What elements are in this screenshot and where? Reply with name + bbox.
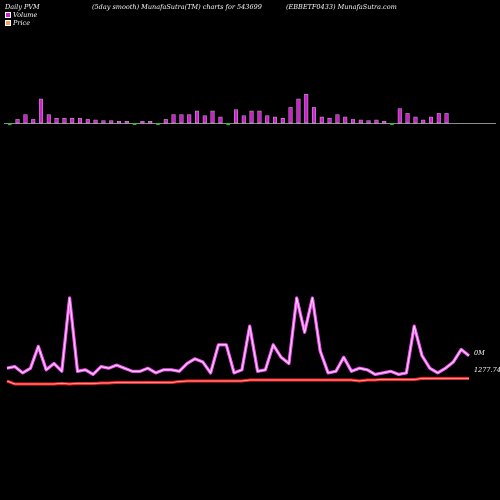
volume-bar (15, 119, 20, 124)
volume-bar (280, 118, 285, 124)
volume-bar (234, 109, 238, 124)
volume-bar (39, 98, 43, 124)
chart-header-right: (EBBETF0433) MunafaSutra.com (286, 3, 397, 11)
volume-bar (226, 123, 230, 126)
volume-bar (343, 116, 348, 124)
volume-bar (202, 115, 207, 124)
price-line (6, 378, 469, 385)
volume-bar (78, 118, 82, 124)
volume-bar (132, 123, 137, 125)
volume-bar (241, 115, 246, 124)
volume-bar (249, 110, 254, 124)
volume-bar (156, 123, 160, 125)
volume-bar (31, 119, 36, 124)
volume-bar (444, 113, 449, 124)
volume-bar (109, 120, 114, 124)
volume-bar (124, 121, 129, 124)
volume-bar (296, 98, 301, 124)
volume-bar (85, 119, 90, 124)
volume-bar (54, 118, 59, 124)
volume-bar (319, 116, 324, 124)
volume-bar (374, 119, 379, 124)
volume-bar (171, 114, 176, 124)
volume-bar (62, 118, 67, 124)
volume-bar (327, 118, 332, 124)
legend-volume-swatch (5, 12, 11, 18)
volume-bar (335, 114, 340, 124)
volume-bar (288, 107, 293, 124)
volume-bar (304, 94, 309, 124)
volume-bar (429, 116, 433, 124)
chart-header-center: (5day smooth) MunafaSutra(TM) charts for… (92, 3, 262, 11)
chart-header-left: Daily PVM (5, 3, 40, 11)
legend-price-swatch (5, 20, 11, 26)
volume-bar (405, 113, 410, 124)
volume-bar (358, 119, 363, 124)
volume-bar (421, 119, 426, 124)
price-axis-label: 1277.74 (474, 366, 500, 374)
volume-bar (195, 110, 199, 124)
volume-bar (436, 113, 441, 124)
volume-bar (265, 115, 270, 124)
volume-bar (273, 116, 277, 124)
legend-price: Price (5, 19, 30, 27)
volume-bar (148, 121, 153, 124)
volume-bar (366, 120, 371, 124)
volume-bar (46, 114, 51, 124)
volume-bar (351, 119, 355, 124)
volume-bar (70, 118, 75, 124)
volume-line (6, 297, 470, 375)
volume-bar (397, 108, 402, 124)
volume-bar (140, 121, 145, 124)
volume-bar (117, 121, 121, 124)
volume-bar (163, 119, 168, 124)
volume-bar (413, 116, 418, 124)
volume-axis-label: 0M (474, 349, 485, 357)
volume-bar (312, 107, 316, 124)
volume-bar (257, 110, 262, 124)
volume-bar (93, 119, 98, 124)
volume-bar (382, 121, 387, 124)
volume-bar (187, 114, 192, 124)
volume-bar (218, 116, 223, 124)
volume-bar (101, 120, 106, 124)
legend-price-label: Price (13, 19, 31, 27)
volume-bar (390, 123, 394, 125)
volume-bar (8, 123, 12, 126)
legend-volume: Volume (5, 11, 37, 19)
volume-bar (23, 114, 28, 124)
legend-volume-label: Volume (13, 11, 38, 19)
volume-bar (210, 110, 215, 124)
volume-bar (179, 114, 184, 124)
